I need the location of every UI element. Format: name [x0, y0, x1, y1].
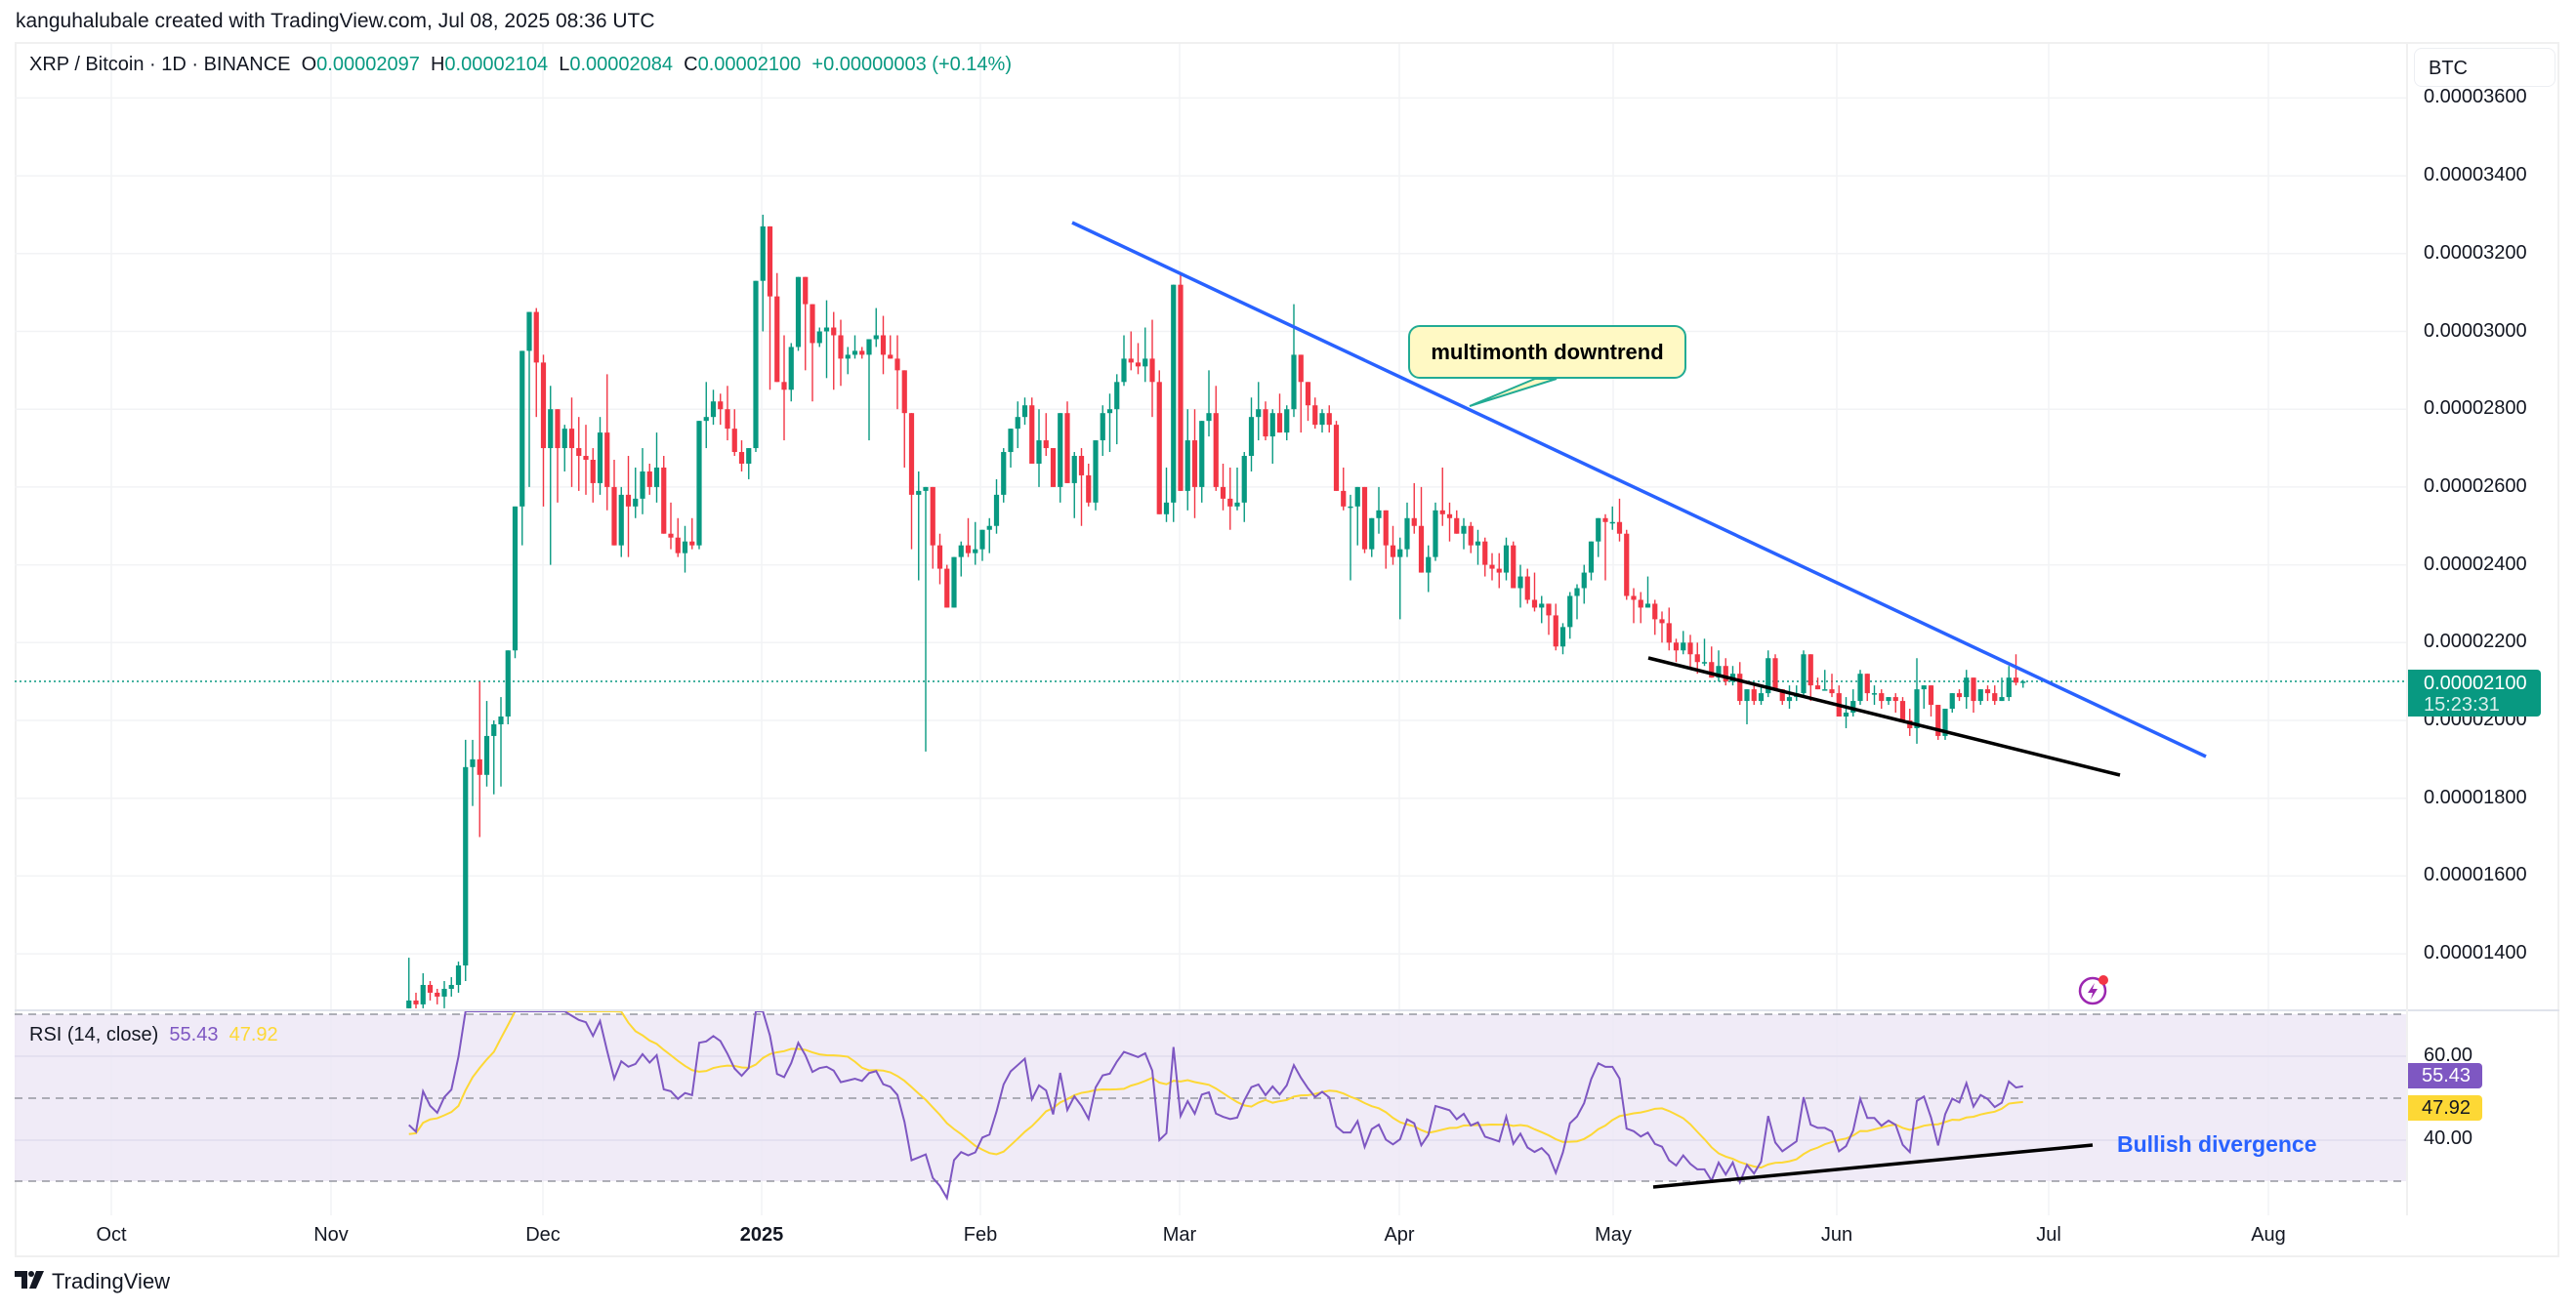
time-tick: Feb: [963, 1224, 998, 1246]
price-tick: 0.00003400: [2424, 164, 2527, 186]
callout-tail: [1469, 378, 1558, 407]
close-value: 0.00002100: [697, 54, 802, 75]
rsi-ma-badge: 47.92: [2408, 1095, 2482, 1121]
price-tick: 0.00003000: [2424, 319, 2527, 342]
time-tick: Nov: [313, 1224, 349, 1246]
rsi-divergence-line[interactable]: [1652, 1143, 2094, 1189]
rsi-ma-line: [408, 1010, 2023, 1169]
rsi-line: [408, 1010, 2023, 1202]
rsi-ma-value: 47.92: [229, 1024, 278, 1045]
rsi-value: 55.43: [169, 1024, 219, 1045]
price-tick: 0.00002400: [2424, 553, 2527, 575]
last-price-badge: 0.00002100 15:23:31: [2408, 670, 2541, 717]
tradingview-logo[interactable]: TradingView: [15, 1269, 170, 1294]
time-tick: Mar: [1162, 1224, 1197, 1246]
last-price-value: 0.00002100: [2424, 673, 2527, 694]
time-tick: Aug: [2251, 1224, 2286, 1246]
lightning-alert-icon[interactable]: [2077, 973, 2110, 1006]
time-tick: Jul: [2036, 1224, 2061, 1246]
bullish-divergence-label[interactable]: Bullish divergence: [2117, 1131, 2317, 1157]
time-tick: Oct: [96, 1224, 127, 1246]
high-value: 0.00002104: [444, 54, 549, 75]
rsi-legend: RSI (14, close) 55.43 47.92: [29, 1024, 278, 1046]
time-tick: Apr: [1384, 1224, 1415, 1246]
time-tick: 2025: [739, 1224, 784, 1246]
tradingview-logo-icon: [15, 1269, 48, 1294]
downtrend-line[interactable]: [1071, 221, 2207, 758]
countdown-timer: 15:23:31: [2424, 694, 2500, 716]
price-tick: 0.00001600: [2424, 864, 2527, 886]
downtrend-callout[interactable]: multimonth downtrend: [1408, 325, 1686, 379]
rsi-title: RSI (14, close): [29, 1024, 159, 1045]
currency-button[interactable]: BTC: [2414, 48, 2555, 87]
rsi-tick-60: 60.00: [2424, 1045, 2473, 1066]
price-tick: 0.00001400: [2424, 942, 2527, 964]
time-tick: Dec: [525, 1224, 561, 1246]
support-line[interactable]: [1647, 656, 2121, 777]
rsi-tick-40: 40.00: [2424, 1127, 2473, 1149]
low-value: 0.00002084: [569, 54, 674, 75]
time-tick: Jun: [1820, 1224, 1853, 1246]
price-tick: 0.00003600: [2424, 86, 2527, 108]
price-tick: 0.00002800: [2424, 397, 2527, 420]
change-value: +0.00000003 (+0.14%): [811, 54, 1012, 75]
rsi-value-badge: 55.43: [2408, 1063, 2482, 1088]
price-tick: 0.00003200: [2424, 241, 2527, 264]
chart-credit: kanguhalubale created with TradingView.c…: [16, 10, 655, 32]
tradingview-brand: TradingView: [52, 1269, 171, 1293]
price-tick: 0.00002600: [2424, 474, 2527, 497]
price-tick: 0.00001800: [2424, 786, 2527, 808]
open-value: 0.00002097: [316, 54, 420, 75]
time-tick: May: [1595, 1224, 1632, 1246]
chart-frame: [15, 42, 2559, 1257]
symbol-title: XRP / Bitcoin · 1D · BINANCE: [29, 54, 291, 75]
candlesticks: [406, 214, 2026, 1008]
symbol-legend: XRP / Bitcoin · 1D · BINANCE O0.00002097…: [29, 54, 1012, 75]
price-tick: 0.00002200: [2424, 631, 2527, 653]
